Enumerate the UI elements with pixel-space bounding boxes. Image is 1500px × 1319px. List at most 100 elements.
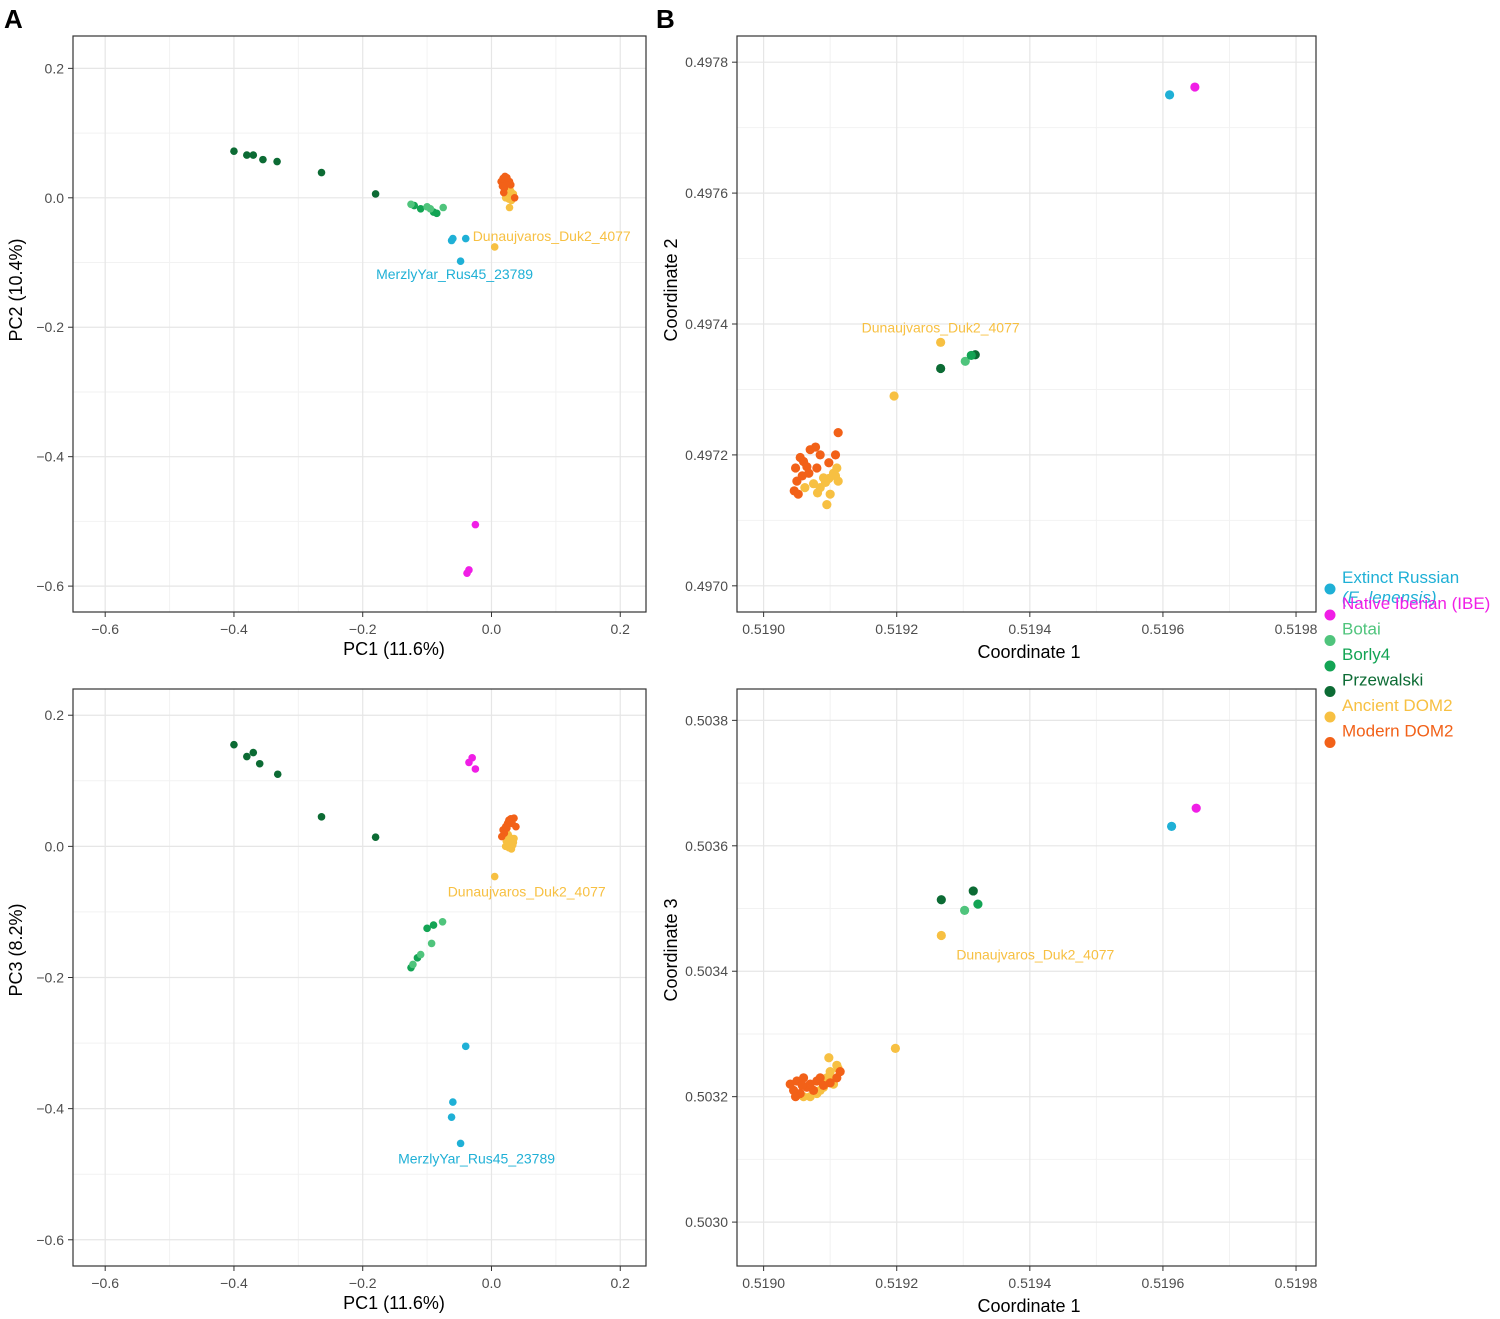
point-modern-dom2 <box>810 442 821 452</box>
legend-label: Borly4 <box>1342 645 1390 664</box>
point-przewalski <box>273 157 281 166</box>
legend-label-secondary: (E. lenensis) <box>1342 588 1436 607</box>
point-annotation: Dunaujvaros_Duk2_4077 <box>956 946 1114 962</box>
point-ancient-dom2 <box>833 476 843 486</box>
point-przewalski <box>243 151 251 159</box>
point-native-iberian <box>1190 82 1200 92</box>
point-modern-dom2 <box>797 1080 807 1090</box>
plot-background <box>73 36 646 612</box>
point-extinct-russian <box>449 234 457 243</box>
y-tick-label: 0.2 <box>45 60 65 76</box>
point-native-iberian <box>1191 803 1201 813</box>
x-tick-label: −0.6 <box>91 1275 119 1291</box>
point-przewalski <box>249 151 258 159</box>
point-ancient-dom2 <box>812 488 823 498</box>
point-przewalski <box>249 748 258 757</box>
point-modern-dom2 <box>512 822 520 831</box>
point-modern-dom2 <box>497 832 506 841</box>
point-annotation: Dunaujvaros_Duk2_4077 <box>473 228 631 244</box>
point-modern-dom2 <box>825 1078 835 1088</box>
y-tick-label: −0.4 <box>36 449 64 465</box>
legend-label: Ancient DOM2 <box>1342 696 1453 715</box>
y-tick-label: 0.0 <box>45 190 65 206</box>
y-axis-title: Coordinate 2 <box>661 238 681 341</box>
point-modern-dom2 <box>812 463 822 473</box>
point-przewalski <box>371 833 380 841</box>
point-modern-dom2 <box>808 1085 819 1095</box>
point-modern-dom2 <box>793 489 803 499</box>
point-przewalski <box>255 759 264 768</box>
point-ancient-dom2 <box>936 337 946 347</box>
x-tick-label: 0.0 <box>482 1275 502 1291</box>
point-ancient-dom2 <box>800 483 810 493</box>
point-ancient-dom2 <box>825 489 835 499</box>
legend-item-botai: Botai <box>1324 620 1381 646</box>
y-tick-label: −0.4 <box>36 1101 64 1117</box>
legend-swatch <box>1324 660 1336 672</box>
legend-swatch <box>1324 583 1336 595</box>
point-ancient-dom2 <box>510 834 518 843</box>
y-tick-label: 0.5036 <box>685 838 728 854</box>
legend-label: Modern DOM2 <box>1342 722 1453 741</box>
point-botai <box>426 205 435 213</box>
legend-item-native-iberian: Native Iberian (IBE) <box>1324 594 1490 621</box>
y-tick-label: 0.5032 <box>685 1089 728 1105</box>
legend-item-borly4: Borly4 <box>1324 645 1390 672</box>
point-native-iberian <box>471 765 480 773</box>
point-przewalski <box>936 363 946 374</box>
point-borly4 <box>432 209 441 218</box>
y-tick-label: 0.5030 <box>685 1214 728 1230</box>
x-tick-label: 0.5194 <box>1008 1275 1051 1291</box>
point-extinct-russian <box>461 234 470 243</box>
legend-item-extinct-russian: Extinct Russian(E. lenensis) <box>1324 568 1459 607</box>
legend-swatch <box>1324 737 1336 748</box>
point-modern-dom2 <box>790 463 801 473</box>
x-tick-label: 0.5190 <box>742 621 785 637</box>
point-botai <box>427 939 436 948</box>
plot-frame <box>736 35 1317 613</box>
point-native-iberian <box>465 758 473 767</box>
point-botai <box>960 905 970 915</box>
y-tick-label: 0.2 <box>45 707 65 723</box>
point-modern-dom2 <box>501 172 509 181</box>
point-borly4 <box>429 921 438 929</box>
legend-label: Extinct Russian <box>1342 568 1459 587</box>
x-tick-label: −0.2 <box>349 1275 377 1291</box>
point-ancient-dom2 <box>490 243 499 251</box>
point-modern-dom2 <box>798 1073 809 1083</box>
point-przewalski <box>230 740 238 749</box>
legend-item-ancient-dom2: Ancient DOM2 <box>1324 696 1453 723</box>
y-tick-label: 0.4978 <box>685 54 728 70</box>
point-extinct-russian <box>456 257 465 266</box>
point-ancient-dom2 <box>505 203 514 212</box>
plot-coord1-coord2: 0.5190 0.5192 0.5194 0.5196 0.5198 0.4970 0.49… <box>661 35 1318 662</box>
x-tick-label: −0.4 <box>220 1275 248 1291</box>
plot-frame <box>736 688 1317 1267</box>
point-native-iberian <box>463 569 471 577</box>
point-extinct-russian <box>461 1042 470 1051</box>
legend-label: Native Iberian (IBE) <box>1342 594 1490 613</box>
plot-pc1-pc3: −0.6 −0.4 −0.2 0.0 0.2 −0.6 −0.4 −0.2 0.0 0.2 Duna… <box>6 688 647 1313</box>
plot-coord1-coord3: 0.5190 0.5192 0.5194 0.5196 0.5198 0.5030 0.50… <box>661 688 1318 1316</box>
point-ancient-dom2 <box>824 1053 834 1063</box>
point-modern-dom2 <box>506 181 515 189</box>
point-extinct-russian <box>456 1139 465 1148</box>
point-botai <box>416 950 425 959</box>
point-botai <box>409 960 417 969</box>
point-extinct-russian <box>1164 90 1175 100</box>
point-ancient-dom2 <box>808 479 819 489</box>
point-ancient-dom2 <box>890 1043 900 1053</box>
point-przewalski <box>371 190 380 198</box>
point-modern-dom2 <box>503 824 511 832</box>
point-annotation: Dunaujvaros_Duk2_4077 <box>862 319 1020 335</box>
point-native-iberian <box>471 520 480 529</box>
point-botai <box>407 200 415 209</box>
x-tick-label: −0.4 <box>220 621 248 637</box>
point-extinct-russian <box>449 1098 457 1106</box>
x-tick-label: 0.5192 <box>875 1275 918 1291</box>
point-botai <box>960 356 970 366</box>
point-annotation: MerzlyYar_Rus45_23789 <box>398 1150 555 1166</box>
y-tick-label: 0.4970 <box>685 578 728 594</box>
point-borly4 <box>973 899 983 909</box>
